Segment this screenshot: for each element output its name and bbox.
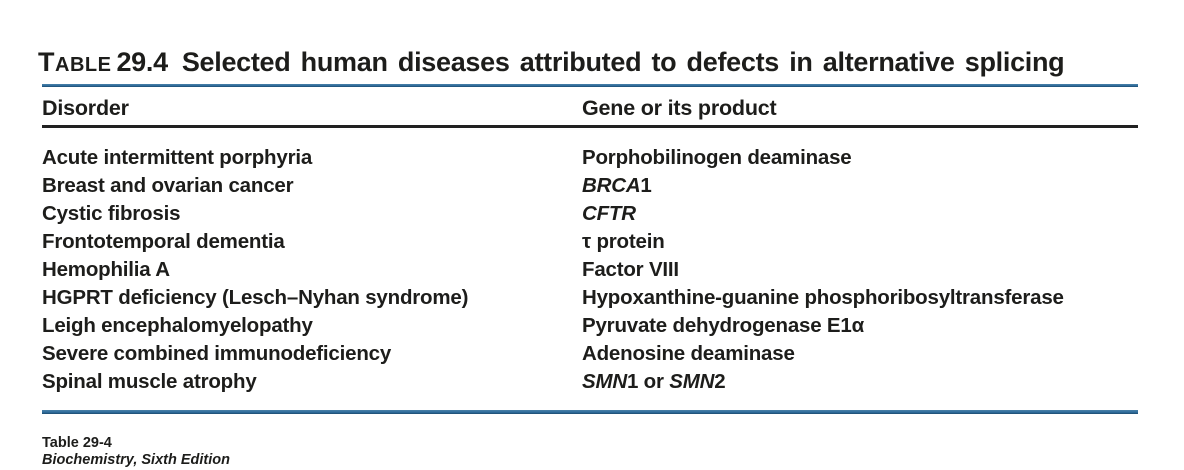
table-row: Breast and ovarian cancer BRCA1 <box>0 172 1184 200</box>
column-header-gene: Gene or its product <box>582 96 777 120</box>
disorder-cell: Leigh encephalomyelopathy <box>42 314 313 337</box>
disorder-cell: Hemophilia A <box>42 258 170 281</box>
table-body: Acute intermittent porphyria Porphobilino… <box>0 144 1184 396</box>
disorder-cell: Spinal muscle atrophy <box>42 370 257 393</box>
disorder-cell: Severe combined immunodeficiency <box>42 342 392 365</box>
gene-cell: Adenosine deaminase <box>582 342 795 365</box>
table-title: TABLE 29.4 Selected human diseases attribu… <box>38 46 1065 78</box>
bottom-rule <box>42 410 1138 414</box>
table-header-row: Disorder Gene or its product <box>0 94 1184 122</box>
table-row: Acute intermittent porphyria Porphobilino… <box>0 144 1184 172</box>
table-row: Severe combined immunodeficiency Adenosin… <box>0 340 1184 368</box>
gene-cell: Porphobilinogen deaminase <box>582 146 852 169</box>
table-caption: Selected human diseases attributed to de… <box>181 47 1065 77</box>
table-row: Spinal muscle atrophy SMN1 or SMN2 <box>0 368 1184 396</box>
disorder-cell: Cystic fibrosis <box>42 202 181 225</box>
gene-cell: BRCA1 <box>582 174 652 197</box>
gene-cell: Hypoxanthine-guanine phosphoribosyltrans… <box>582 286 1064 309</box>
book-title: Biochemistry, Sixth Edition <box>42 452 230 468</box>
table-row: HGPRT deficiency (Lesch–Nyhan syndrome) H… <box>0 284 1184 312</box>
column-header-disorder: Disorder <box>42 96 129 120</box>
disorder-cell: Frontotemporal dementia <box>42 230 285 253</box>
gene-cell: SMN1 or SMN2 <box>582 370 726 393</box>
table-row: Frontotemporal dementia τ protein <box>0 228 1184 256</box>
disorder-cell: Acute intermittent porphyria <box>42 146 313 169</box>
gene-cell: CFTR <box>582 202 636 225</box>
table-row: Leigh encephalomyelopathy Pyruvate dehydr… <box>0 312 1184 340</box>
table-number: 29.4 <box>116 47 168 77</box>
disorder-cell: HGPRT deficiency (Lesch–Nyhan syndrome) <box>42 286 469 309</box>
header-rule <box>42 125 1138 128</box>
gene-cell: τ protein <box>582 230 665 253</box>
gene-cell: Factor VIII <box>582 258 679 281</box>
table-row: Hemophilia A Factor VIII <box>0 256 1184 284</box>
table-reference: Table 29-4 <box>42 435 112 451</box>
top-rule <box>42 84 1138 87</box>
table-row: Cystic fibrosis CFTR <box>0 200 1184 228</box>
table-label: TABLE <box>38 47 112 77</box>
disorder-cell: Breast and ovarian cancer <box>42 174 294 197</box>
gene-cell: Pyruvate dehydrogenase E1α <box>582 314 864 337</box>
